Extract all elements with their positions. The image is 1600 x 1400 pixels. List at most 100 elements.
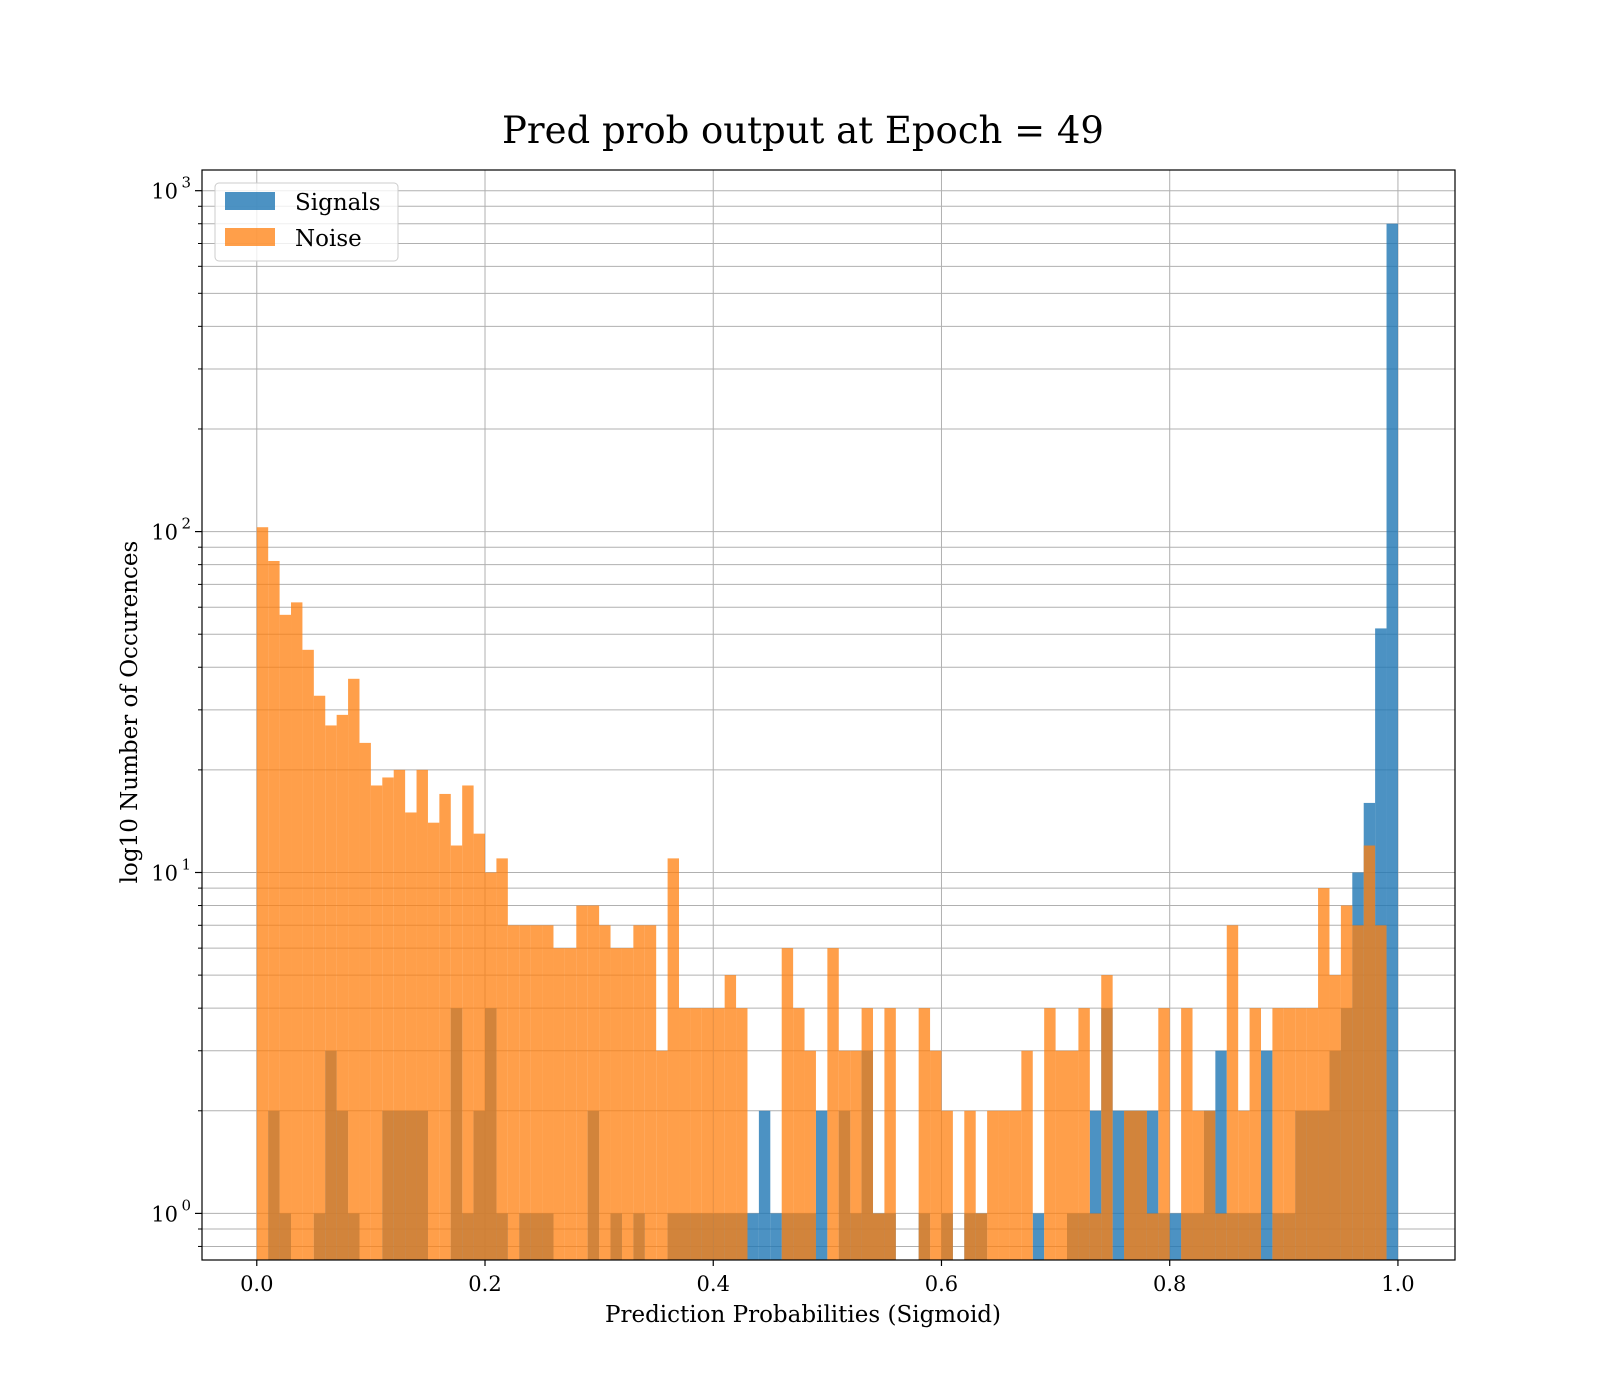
noise-bar [1363, 845, 1376, 1260]
y-axis-label: log10 Number of Occurences [117, 541, 143, 884]
noise-bar [1215, 1213, 1227, 1260]
noise-bar [462, 785, 474, 1260]
y-tick-label: 10 [151, 180, 178, 204]
noise-bar [975, 1213, 988, 1260]
noise-bar [530, 925, 543, 1260]
noise-bar [1226, 925, 1239, 1260]
y-tick-label: 10 [151, 862, 178, 886]
noise-bar [313, 695, 326, 1260]
noise-bar [1181, 1008, 1193, 1260]
noise-bar [1249, 1008, 1262, 1260]
noise-bar [1009, 1110, 1022, 1260]
noise-bar [1283, 1008, 1296, 1260]
noise-bar [450, 845, 463, 1260]
noise-bar [587, 905, 600, 1260]
x-tick-label: 0.4 [697, 1272, 730, 1296]
noise-bar [359, 742, 371, 1260]
y-tick-label: 10 [151, 1202, 178, 1226]
noise-bar [382, 777, 394, 1260]
x-tick-label: 0.0 [240, 1272, 273, 1296]
noise-bar [987, 1110, 999, 1260]
legend-swatch-signals [225, 192, 275, 210]
noise-bar [781, 948, 794, 1260]
noise-bar [576, 905, 588, 1260]
x-axis-ticks: 0.0 0.2 0.4 0.6 0.8 1.0 [240, 1260, 1415, 1296]
noise-bar [393, 769, 406, 1260]
x-axis-label: Prediction Probabilities (Sigmoid) [605, 1302, 1001, 1328]
legend-swatch-noise [225, 228, 275, 246]
noise-bar [941, 1110, 953, 1260]
x-tick-label: 0.2 [468, 1272, 501, 1296]
signals-bar [1112, 1110, 1125, 1260]
y-tick-exponent: 0 [181, 1196, 191, 1214]
signals-bar [815, 1110, 828, 1260]
noise-bar [1124, 1110, 1136, 1260]
noise-bar [519, 925, 531, 1260]
noise-bar [873, 1213, 885, 1260]
noise-bar [1272, 1008, 1284, 1260]
y-tick-exponent: 3 [181, 174, 191, 192]
noise-bar [724, 975, 737, 1260]
noise-bar [1089, 1213, 1102, 1260]
noise-bar [1352, 925, 1364, 1260]
noise-bar [656, 1050, 668, 1260]
noise-bars [256, 527, 1387, 1260]
noise-bar [302, 649, 314, 1260]
noise-bar [644, 925, 657, 1260]
noise-bar [336, 714, 349, 1260]
noise-bar [804, 1050, 816, 1260]
noise-bar [256, 527, 269, 1260]
plot-frame [201, 169, 1456, 1261]
noise-bar [793, 1008, 805, 1260]
signals-bar [758, 1110, 771, 1260]
noise-bar [1101, 975, 1113, 1260]
signals-bar [1032, 1213, 1045, 1260]
noise-bar [473, 833, 486, 1260]
noise-bar [564, 948, 577, 1260]
signals-bar [1089, 1110, 1102, 1260]
legend-label-noise: Noise [295, 226, 362, 252]
signals-bar [770, 1213, 782, 1260]
y-tick-exponent: 2 [181, 515, 191, 533]
x-tick-label: 0.8 [1153, 1272, 1186, 1296]
noise-bar [736, 1008, 748, 1260]
noise-bar [838, 1050, 851, 1260]
noise-bar [1203, 1110, 1216, 1260]
noise-bar [542, 925, 554, 1260]
noise-bar [850, 1050, 862, 1260]
signals-bar [1146, 1110, 1159, 1260]
noise-bar [553, 948, 565, 1260]
noise-bar [1067, 1050, 1079, 1260]
noise-bar [610, 948, 622, 1260]
noise-bar [405, 812, 417, 1260]
noise-bar [279, 614, 292, 1260]
noise-bar [1375, 925, 1387, 1260]
legend: Signals Noise [214, 182, 399, 262]
x-tick-label: 1.0 [1381, 1272, 1414, 1296]
noise-bar [633, 925, 645, 1260]
noise-bar [1078, 1008, 1090, 1260]
noise-bar [679, 1008, 691, 1260]
noise-bar [1340, 905, 1353, 1260]
noise-bar [884, 1008, 896, 1260]
noise-bar [1135, 1110, 1147, 1260]
noise-bar [998, 1110, 1010, 1260]
noise-bar [325, 725, 337, 1260]
noise-bar [690, 1008, 702, 1260]
noise-bar [485, 872, 497, 1260]
noise-bar [1306, 1008, 1319, 1260]
noise-bar [496, 858, 508, 1260]
noise-bar [1021, 1050, 1033, 1260]
noise-bar [348, 678, 360, 1260]
noise-bar [291, 602, 303, 1260]
signals-bar [747, 1213, 759, 1260]
noise-bar [621, 948, 634, 1260]
y-tick-exponent: 1 [181, 856, 191, 874]
noise-bar [439, 793, 451, 1260]
signals-bar [1261, 1050, 1273, 1260]
legend-label-signals: Signals [295, 190, 381, 216]
noise-bar [1146, 1213, 1159, 1260]
signals-bar [1169, 1213, 1182, 1260]
